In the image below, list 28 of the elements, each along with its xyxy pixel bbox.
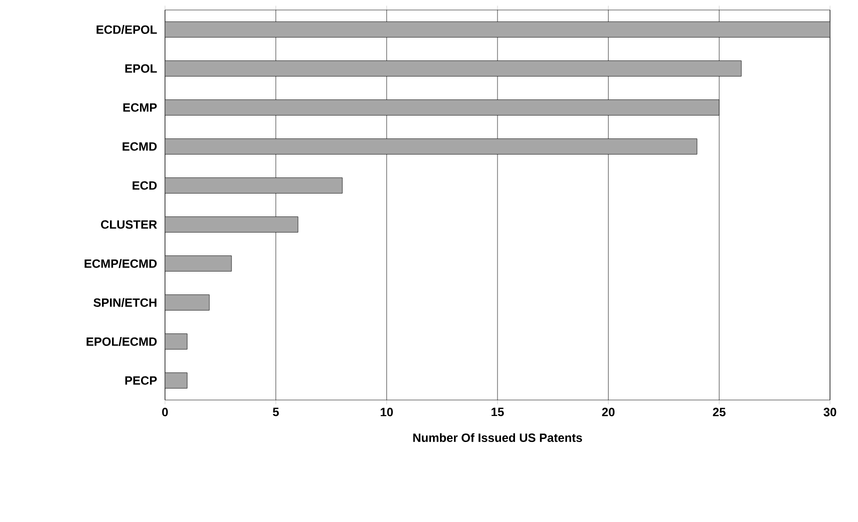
bar bbox=[165, 138, 698, 154]
y-tick-label: ECMP/ECMD bbox=[84, 259, 157, 268]
y-tick-label: ECMD bbox=[122, 142, 157, 151]
x-tick-label: 30 bbox=[824, 408, 836, 416]
bar bbox=[165, 294, 210, 311]
y-tick-label: CLUSTER bbox=[101, 220, 157, 229]
x-tick-label: 5 bbox=[272, 408, 279, 416]
bar bbox=[165, 22, 830, 38]
bar bbox=[165, 216, 298, 232]
bar bbox=[165, 256, 232, 272]
bar bbox=[165, 100, 720, 116]
x-tick-label: 20 bbox=[602, 408, 615, 416]
y-tick-label: EPOL bbox=[125, 64, 157, 73]
bar bbox=[165, 178, 343, 194]
bar bbox=[165, 334, 188, 350]
x-tick-label: 25 bbox=[712, 408, 726, 416]
y-tick-label: PECP bbox=[125, 376, 157, 385]
x-tick-label: 0 bbox=[162, 408, 168, 416]
y-tick-label: SPIN/ETCH bbox=[94, 298, 156, 307]
bar bbox=[165, 60, 742, 76]
x-tick-label: 15 bbox=[492, 408, 504, 416]
y-tick-label: ECD/EPOL bbox=[96, 25, 157, 34]
y-tick-label: ECD bbox=[132, 181, 157, 190]
x-axis-title: Number Of Issued US Patents bbox=[413, 433, 582, 442]
y-tick-label: ECMP bbox=[123, 103, 157, 112]
bar bbox=[165, 372, 188, 388]
y-tick-label: EPOL/ECMD bbox=[86, 337, 157, 346]
x-tick-label: 10 bbox=[380, 408, 393, 416]
